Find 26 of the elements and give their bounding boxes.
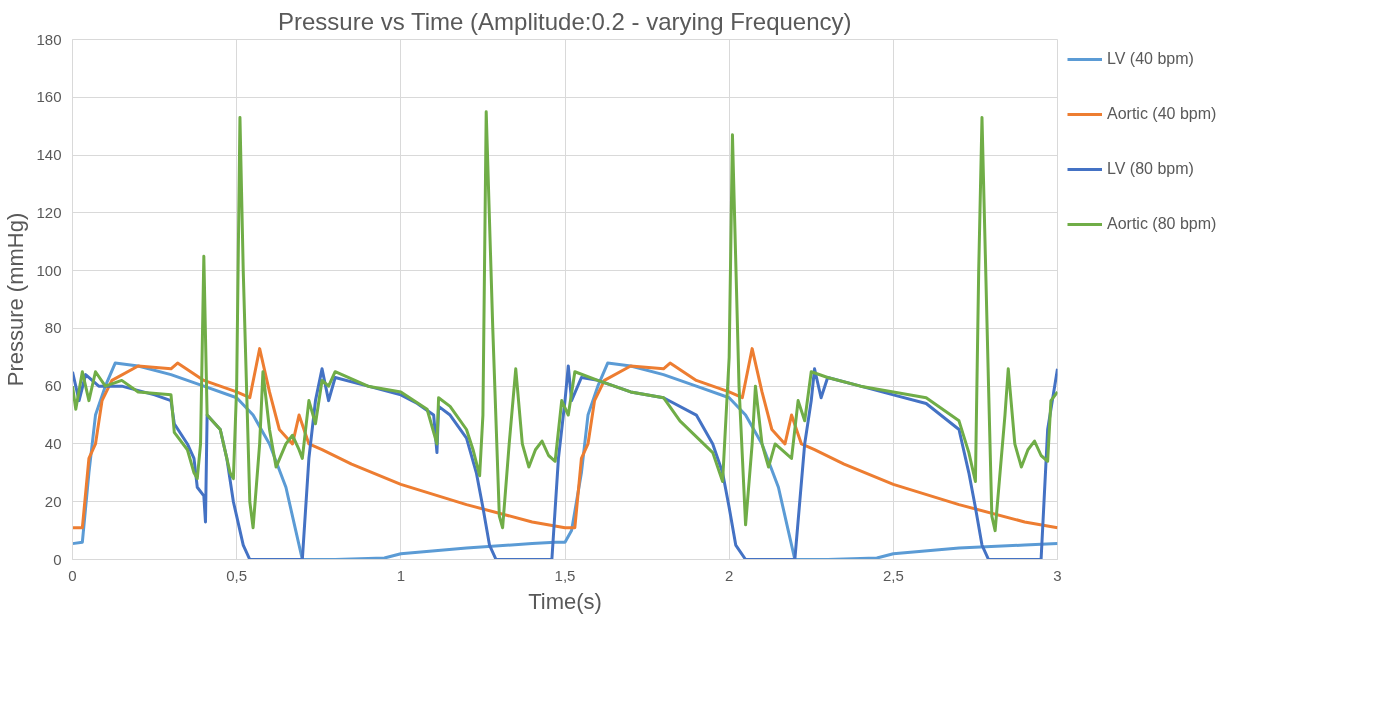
y-axis-title: Pressure (mmHg) — [3, 212, 29, 387]
x-tick-label: 2,5 — [882, 566, 904, 584]
y-tick-label: 160 — [36, 88, 62, 106]
y-tick-label: 40 — [44, 434, 62, 452]
y-tick-label: 180 — [36, 30, 62, 48]
x-tick-label: 3 — [1053, 566, 1062, 584]
y-tick-label: 140 — [36, 146, 62, 164]
y-tick-label: 100 — [36, 261, 62, 279]
x-tick-label: 0 — [68, 566, 77, 584]
x-tick-label: 2 — [725, 566, 734, 584]
y-tick-label: 80 — [44, 319, 62, 337]
legend-label: LV (80 bpm) — [1107, 160, 1194, 178]
x-axis-title: Time(s) — [528, 588, 602, 614]
legend-label: LV (40 bpm) — [1107, 50, 1194, 68]
x-tick-label: 1 — [396, 566, 406, 584]
chart-title: Pressure vs Time (Amplitude:0.2 - varying Frequency) — [278, 7, 852, 35]
y-tick-label: 120 — [36, 203, 62, 221]
y-tick-label: 60 — [44, 377, 62, 395]
legend-label: Aortic (40 bpm) — [1107, 105, 1217, 123]
legend-label: Aortic (80 bpm) — [1107, 215, 1217, 233]
y-tick-label: 20 — [44, 492, 62, 510]
line-series — [72, 110, 1058, 533]
y-tick-label: 0 — [53, 550, 62, 568]
x-tick-label: 1,5 — [554, 566, 576, 584]
line-series — [72, 347, 1058, 530]
x-tick-label: 0,5 — [226, 566, 248, 584]
